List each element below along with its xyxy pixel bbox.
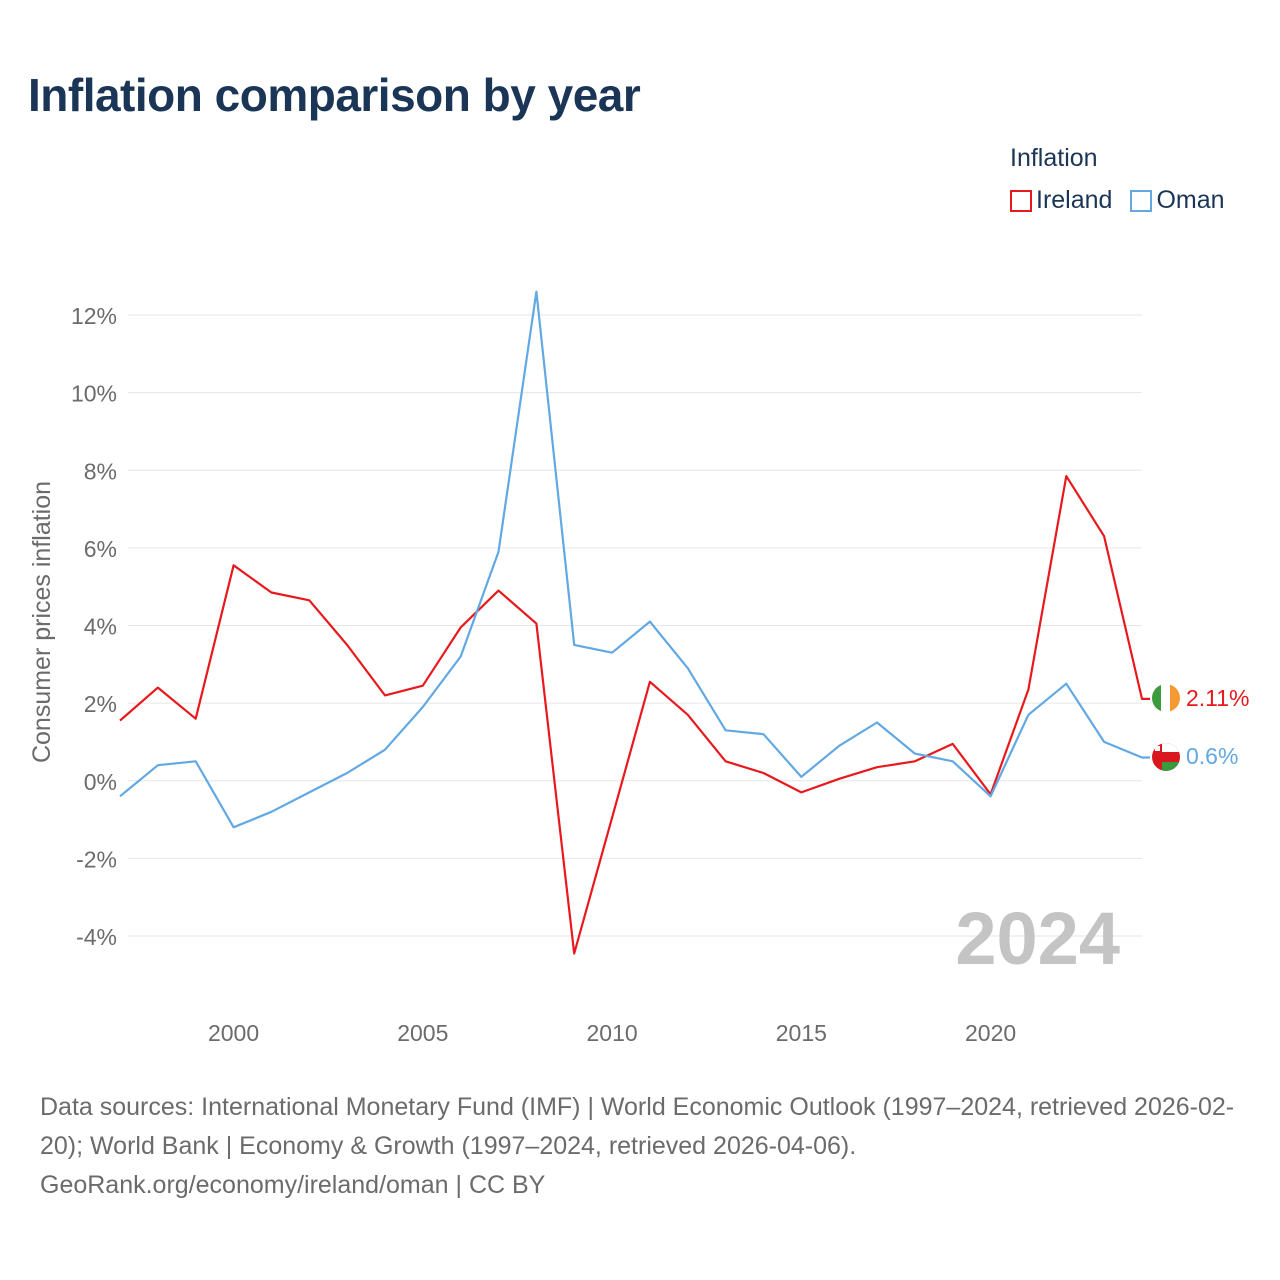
oman-flag-icon xyxy=(1152,743,1180,771)
legend-title: Inflation xyxy=(1010,144,1098,172)
x-tick-label: 2010 xyxy=(586,1020,637,1046)
x-tick-label: 2000 xyxy=(208,1020,259,1046)
y-tick-labels: -4% -2% 0% 2% 4% 6% 8% 10% 12% xyxy=(71,303,117,950)
series-line-ireland xyxy=(119,475,1150,955)
current-year-watermark: 2024 xyxy=(955,897,1120,980)
legend: Ireland Oman xyxy=(1010,186,1225,215)
y-tick-label: 10% xyxy=(71,381,117,407)
y-tick-label: 12% xyxy=(71,303,117,329)
y-tick-label: 4% xyxy=(84,614,117,640)
legend-swatch-oman xyxy=(1130,189,1153,212)
y-axis-label: Consumer prices inflation xyxy=(28,481,56,763)
oman-end-label: 0.6% xyxy=(1186,743,1238,769)
y-tick-label: 8% xyxy=(84,458,117,484)
y-tick-label: 0% xyxy=(84,769,117,795)
page-title: Inflation comparison by year xyxy=(28,69,641,121)
line-chart: -4%-2%0%2%4%6%8%10%12% 2000 2005 2010 2015 2… xyxy=(28,290,1250,1046)
y-tick-label: -4% xyxy=(76,924,117,950)
series-lines xyxy=(119,290,1150,955)
ireland-end-label: 2.11% xyxy=(1186,685,1250,711)
x-tick-label: 2015 xyxy=(776,1020,827,1046)
y-tick-label: -2% xyxy=(76,846,117,872)
x-tick-label: 2005 xyxy=(397,1020,448,1046)
y-tick-label: 2% xyxy=(84,691,117,717)
legend-item-oman[interactable]: Oman xyxy=(1130,186,1225,215)
x-tick-labels: 2000 2005 2010 2015 2020 xyxy=(208,1020,1016,1046)
y-tick-label: 6% xyxy=(84,536,117,562)
footer: Data sources: International Monetary Fun… xyxy=(40,1088,1250,1205)
x-tick-label: 2020 xyxy=(965,1020,1016,1046)
legend-label-oman: Oman xyxy=(1156,186,1225,214)
legend-item-ireland[interactable]: Ireland xyxy=(1010,186,1112,215)
series-line-oman xyxy=(119,290,1150,829)
grid-lines xyxy=(128,314,1142,937)
legend-swatch-ireland xyxy=(1010,189,1032,212)
legend-label-ireland: Ireland xyxy=(1036,186,1113,214)
ireland-flag-icon xyxy=(1152,684,1180,712)
data-sources: Data sources: International Monetary Fun… xyxy=(40,1093,1235,1160)
source-link[interactable]: GeoRank.org/economy/ireland/oman | CC BY xyxy=(40,1171,546,1199)
